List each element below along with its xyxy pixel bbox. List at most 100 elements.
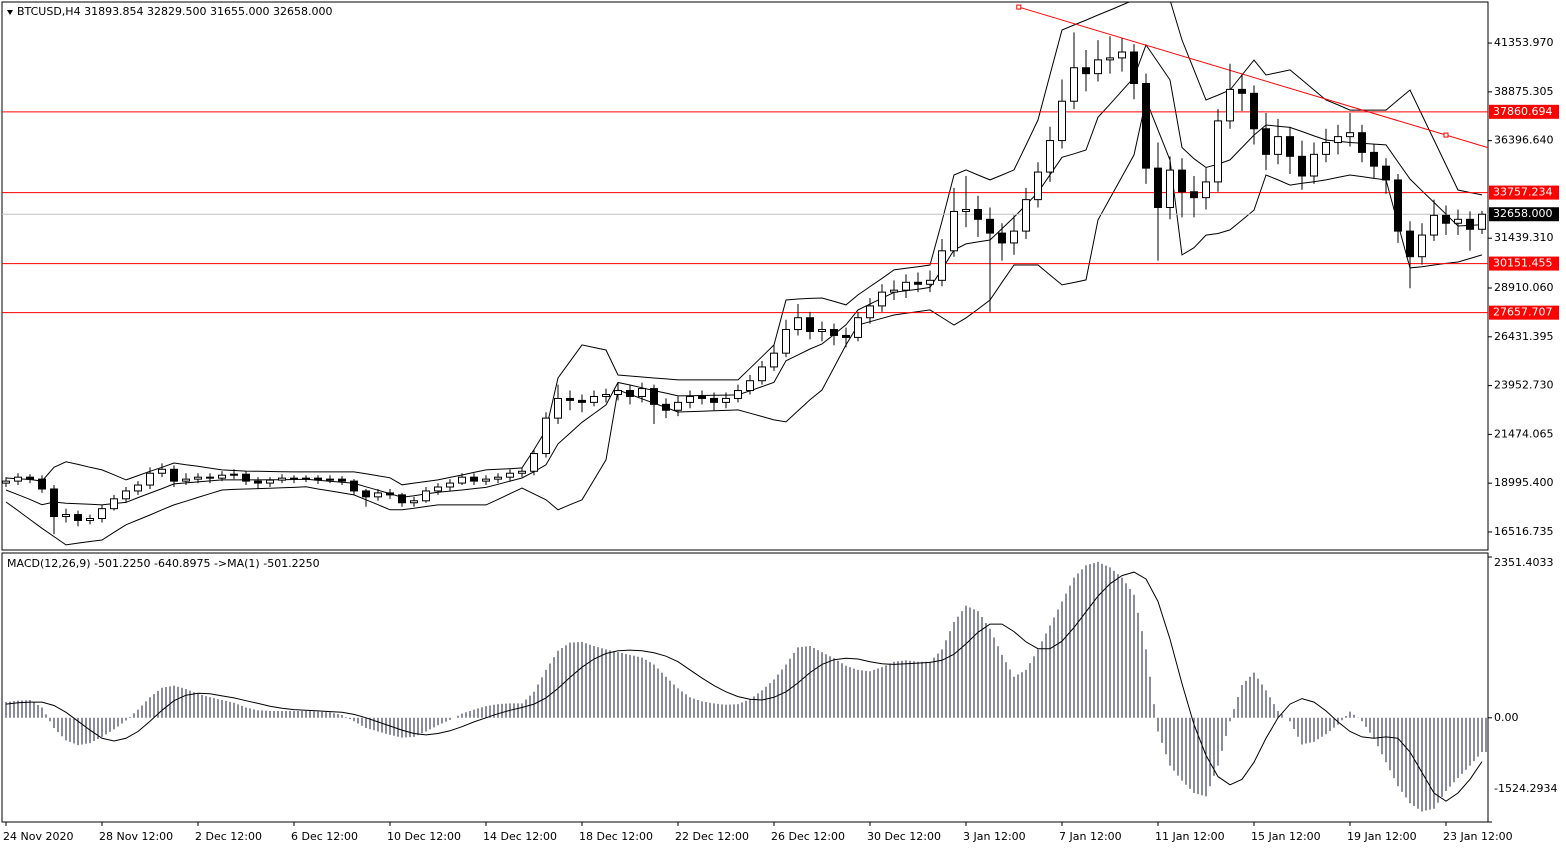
macd-plot bbox=[5, 561, 1487, 812]
candle-body bbox=[566, 397, 574, 401]
candle-body bbox=[458, 476, 466, 484]
candle-body bbox=[422, 490, 430, 502]
x-tick-label: 3 Jan 12:00 bbox=[963, 830, 1026, 843]
candle-body bbox=[1178, 169, 1186, 193]
candle-body bbox=[182, 478, 190, 482]
candle-body bbox=[1466, 218, 1474, 230]
candle-body bbox=[206, 476, 214, 479]
candle-body bbox=[350, 480, 358, 492]
candle-body bbox=[758, 366, 766, 382]
symbol-info: BTCUSD,H4 31893.854 32829.500 31655.000 … bbox=[17, 5, 333, 18]
y-tick-label: 28910.060 bbox=[1494, 281, 1554, 294]
candle-body bbox=[590, 395, 598, 403]
trendline-anchor bbox=[1016, 4, 1022, 10]
candle-body bbox=[446, 482, 454, 488]
menu-arrow[interactable] bbox=[7, 10, 13, 15]
level-label: 30151.455 bbox=[1493, 257, 1553, 270]
candle-body bbox=[710, 397, 718, 403]
candle-body bbox=[734, 390, 742, 399]
candle-body bbox=[890, 289, 898, 293]
candle-body bbox=[554, 397, 562, 419]
y-tick-label: 26431.395 bbox=[1494, 330, 1554, 343]
x-tick-label: 30 Dec 12:00 bbox=[867, 830, 941, 843]
x-tick-label: 24 Nov 2020 bbox=[3, 830, 73, 843]
candle-body bbox=[950, 210, 958, 252]
candle-body bbox=[1334, 136, 1342, 144]
candle-body bbox=[1442, 214, 1450, 224]
candle-body bbox=[1154, 167, 1162, 209]
candle-body bbox=[122, 490, 130, 500]
signal-line bbox=[5, 571, 1483, 802]
candle-body bbox=[302, 477, 310, 480]
candle-body bbox=[158, 468, 166, 474]
candle-body bbox=[38, 478, 46, 490]
bollinger-band bbox=[5, 98, 1483, 546]
candle-body bbox=[1166, 169, 1174, 208]
candle-body bbox=[1298, 155, 1306, 177]
candle-body bbox=[410, 500, 418, 504]
level-label: 27657.707 bbox=[1493, 306, 1553, 319]
last-price-label: 32658.000 bbox=[1493, 207, 1553, 220]
macd-info: MACD(12,26,9) -501.2250 -640.8975 ->MA(1… bbox=[7, 557, 320, 570]
candle-body bbox=[1118, 51, 1126, 59]
candle-body bbox=[434, 486, 442, 492]
candle-body bbox=[1394, 179, 1402, 232]
candle-body bbox=[578, 399, 586, 403]
candle-body bbox=[254, 480, 262, 484]
candle-body bbox=[1370, 151, 1378, 167]
candle-body bbox=[266, 479, 274, 484]
candle-body bbox=[770, 352, 778, 368]
candle-body bbox=[794, 317, 802, 331]
candle-body bbox=[1010, 230, 1018, 244]
candle-body bbox=[1418, 234, 1426, 258]
candle-body bbox=[602, 393, 610, 397]
candle-body bbox=[86, 518, 94, 521]
candle-body bbox=[818, 329, 826, 333]
candle-body bbox=[146, 472, 154, 486]
x-tick-label: 19 Jan 12:00 bbox=[1347, 830, 1417, 843]
x-tick-label: 6 Dec 12:00 bbox=[291, 830, 358, 843]
candle-body bbox=[1070, 67, 1078, 102]
candle-body bbox=[1094, 59, 1102, 75]
candle-body bbox=[314, 477, 322, 481]
candle-body bbox=[1406, 230, 1414, 258]
last-price-box bbox=[1489, 207, 1559, 222]
y-tick-label: 31439.310 bbox=[1494, 231, 1554, 244]
price-plot bbox=[2, 2, 1488, 546]
candle-body bbox=[1430, 214, 1438, 236]
candle-body bbox=[686, 395, 694, 403]
candle-body bbox=[1058, 100, 1066, 142]
candle-body bbox=[386, 492, 394, 496]
candle-body bbox=[1238, 88, 1246, 94]
candle-body bbox=[1190, 191, 1198, 199]
candle-body bbox=[542, 417, 550, 455]
candle-body bbox=[338, 478, 346, 482]
candle-body bbox=[962, 208, 970, 212]
x-tick-label: 28 Nov 12:00 bbox=[99, 830, 173, 843]
level-label-box bbox=[1489, 185, 1559, 200]
candle-body bbox=[326, 478, 334, 481]
y-tick-label: 18995.400 bbox=[1494, 476, 1554, 489]
candle-body bbox=[1202, 181, 1210, 199]
candle-body bbox=[746, 380, 754, 392]
candle-body bbox=[866, 305, 874, 319]
candle-body bbox=[782, 329, 790, 354]
candle-body bbox=[1250, 92, 1258, 130]
candle-body bbox=[230, 473, 238, 476]
candle-body bbox=[1142, 82, 1150, 169]
candle-body bbox=[650, 388, 658, 405]
candle-body bbox=[530, 453, 538, 472]
candle-body bbox=[1046, 140, 1054, 173]
candle-body bbox=[926, 279, 934, 285]
x-tick-label: 10 Dec 12:00 bbox=[387, 830, 461, 843]
candle-body bbox=[662, 403, 670, 411]
trendline-anchor bbox=[1443, 132, 1449, 138]
candle-body bbox=[518, 470, 526, 474]
candle-body bbox=[218, 474, 226, 479]
candle-body bbox=[638, 388, 646, 397]
candle-body bbox=[26, 476, 34, 480]
x-tick-label: 7 Jan 12:00 bbox=[1059, 830, 1122, 843]
candle-body bbox=[374, 492, 382, 498]
candle-body bbox=[626, 390, 634, 397]
candle-body bbox=[1226, 88, 1234, 122]
